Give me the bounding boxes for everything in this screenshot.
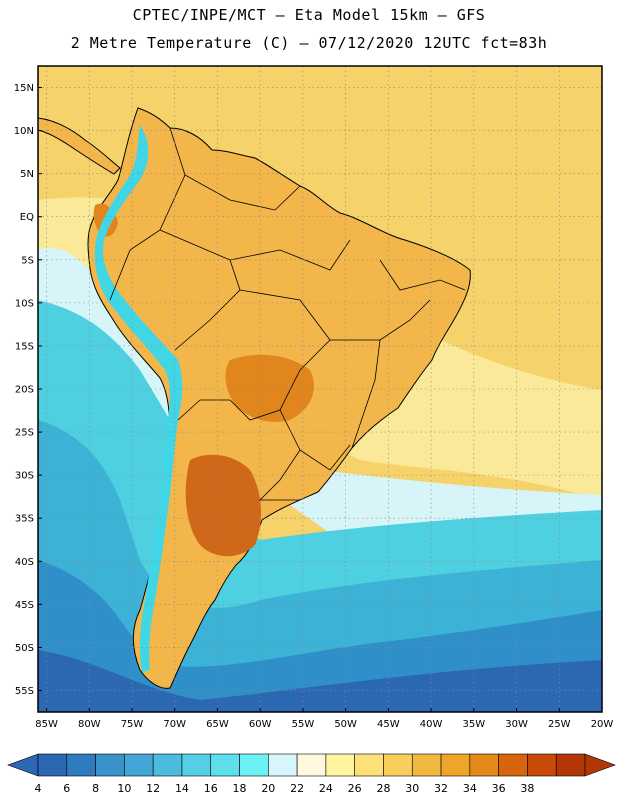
lon-tick-label: 75W — [121, 719, 144, 730]
lon-tick-label: 20W — [591, 719, 614, 730]
colorbar-swatch — [469, 753, 499, 777]
colorbar-tick-label: 16 — [204, 782, 218, 795]
colorbar-tick-label: 6 — [63, 782, 70, 795]
lat-tick-label: 5S — [21, 255, 34, 266]
lat-tick-label: 55S — [15, 686, 34, 697]
colorbar-tick-label: 32 — [434, 782, 448, 795]
lat-tick-label: 20S — [15, 385, 34, 396]
colorbar-tick-label: 22 — [290, 782, 304, 795]
chart-title-line-2: 2 Metre Temperature (C) – 07/12/2020 12U… — [70, 34, 548, 52]
lon-tick-label: 50W — [334, 719, 357, 730]
central-america-landmass — [38, 117, 121, 175]
chart-title-line-1: CPTEC/INPE/MCT – Eta Model 15km – GFS — [132, 6, 486, 24]
colorbar-swatch — [555, 753, 586, 777]
longitude-axis: 85W 80W 75W 70W 65W 60W 55W 50W 45W 40W 35W 30W 25W 2… — [35, 708, 613, 730]
lat-tick-label: 40S — [15, 557, 34, 568]
colorbar-swatch — [354, 753, 384, 777]
colorbar-tick-label: 4 — [35, 782, 42, 795]
hot-interior-region — [225, 354, 314, 422]
colorbar-tick-label: 26 — [348, 782, 362, 795]
lon-tick-label: 85W — [35, 719, 58, 730]
map-plot-area — [38, 66, 602, 712]
colorbar-tick-label: 14 — [175, 782, 189, 795]
lon-tick-label: 55W — [292, 719, 315, 730]
lat-tick-label: 15N — [14, 83, 34, 94]
lon-tick-label: 60W — [249, 719, 272, 730]
colorbar-tick-label: 24 — [319, 782, 333, 795]
lon-tick-label: 70W — [163, 719, 186, 730]
lat-tick-label: EQ — [20, 212, 34, 223]
colorbar-labels: 4 6 8 10 12 14 16 18 20 22 24 26 28 30 32 34 36 38 — [35, 782, 535, 795]
colorbar-swatch — [296, 753, 327, 777]
colorbar-swatch — [181, 753, 212, 777]
lon-tick-label: 35W — [463, 719, 486, 730]
colorbar-swatch — [325, 753, 355, 777]
colorbar-swatch — [498, 753, 528, 777]
lat-tick-label: 10S — [15, 298, 34, 309]
lon-tick-label: 80W — [78, 719, 101, 730]
lat-tick-label: 10N — [14, 126, 34, 137]
lon-tick-label: 30W — [505, 719, 528, 730]
ocean-cold-4-region — [38, 650, 602, 712]
lat-tick-label: 30S — [15, 471, 34, 482]
colorbar-tick-label: 12 — [146, 782, 160, 795]
colorbar-swatch — [37, 753, 68, 777]
lon-tick-label: 65W — [206, 719, 229, 730]
lat-tick-label: 35S — [15, 514, 34, 525]
colorbar-tick-label: 20 — [261, 782, 275, 795]
colorbar — [7, 753, 616, 777]
lat-tick-label: 25S — [15, 428, 34, 439]
colorbar-tick-label: 38 — [520, 782, 534, 795]
colorbar-tick-label: 8 — [92, 782, 99, 795]
colorbar-tick-label: 10 — [117, 782, 131, 795]
lat-tick-label: 5N — [20, 169, 34, 180]
colorbar-max-arrow — [584, 753, 616, 777]
colorbar-swatch — [210, 753, 240, 777]
colorbar-swatch — [411, 753, 442, 777]
colorbar-swatch — [440, 753, 471, 777]
lat-tick-label: 45S — [15, 600, 34, 611]
colorbar-tick-label: 30 — [405, 782, 419, 795]
colorbar-tick-label: 36 — [492, 782, 506, 795]
country-borders — [109, 127, 466, 501]
lon-tick-label: 25W — [548, 719, 571, 730]
colorbar-swatch — [239, 753, 269, 777]
colorbar-min-arrow — [7, 753, 39, 777]
colorbar-swatch — [95, 753, 125, 777]
colorbar-swatch — [268, 753, 298, 777]
colorbar-tick-label: 18 — [233, 782, 247, 795]
colorbar-swatch — [66, 753, 96, 777]
lat-tick-label: 15S — [15, 341, 34, 352]
colorbar-swatch — [527, 753, 557, 777]
colorbar-swatch — [383, 753, 413, 777]
lon-tick-label: 45W — [377, 719, 400, 730]
andes-cold-strip — [94, 125, 183, 672]
hottest-region — [185, 454, 262, 557]
lon-tick-label: 40W — [420, 719, 443, 730]
colorbar-swatch — [152, 753, 183, 777]
colorbar-swatch — [124, 753, 154, 777]
colorbar-tick-label: 28 — [376, 782, 390, 795]
latitude-axis: 15N 10N 5N EQ 5S 10S 15S 20S 25S 30S 35S 40S 45S 50S 5… — [14, 83, 42, 697]
colorbar-tick-label: 34 — [463, 782, 477, 795]
lat-tick-label: 50S — [15, 643, 34, 654]
